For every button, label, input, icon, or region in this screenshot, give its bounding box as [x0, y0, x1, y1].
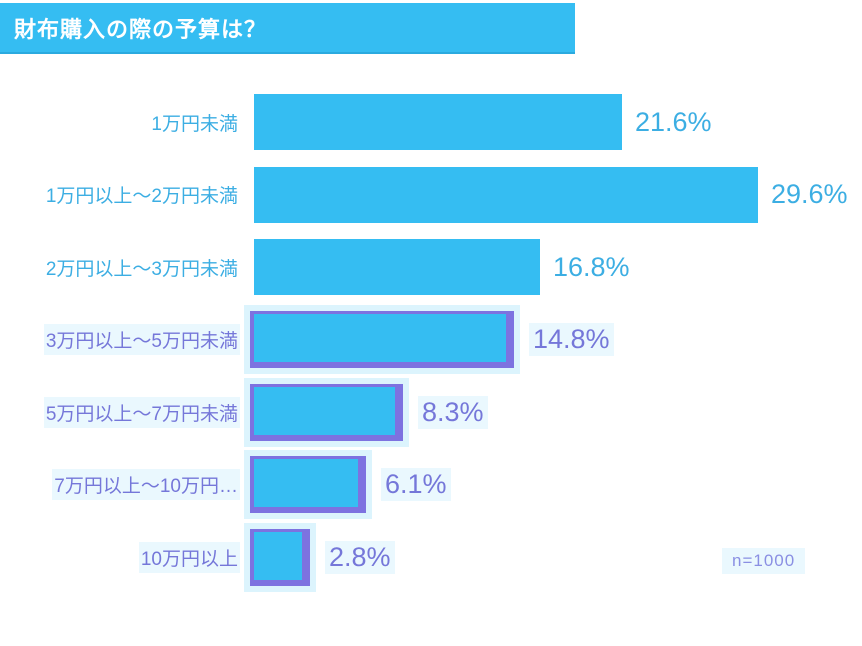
category-label-text: 3万円以上～5万円未満 [43, 324, 240, 356]
chart-row: 1万円以上～2万円未満 29.6% [0, 159, 862, 232]
chart-row: 5万円以上～7万円未満 8.3% [0, 376, 862, 449]
chart-title: 財布購入の際の予算は？ [14, 16, 268, 42]
category-label-text: 7万円以上～10万円… [52, 469, 240, 501]
bar-selection-outline [250, 311, 514, 369]
category-label-text: 1万円未満 [151, 113, 238, 135]
category-label: 1万円未満 [0, 107, 254, 138]
category-label: 5万円以上～7万円未満 [0, 396, 254, 428]
chart-row: 10万円以上 2.8% [0, 521, 862, 594]
bar-chart: 1万円未満 21.6% 1万円以上～2万円未満 29.6% 2万円以上～3万円未満 16.… [0, 86, 862, 594]
bar-segment [254, 239, 540, 296]
chart-row: 7万円以上～10万円… 6.1% [0, 449, 862, 522]
value-label: 2.8% [325, 540, 395, 574]
bar-segment [254, 386, 395, 435]
chart-row: 2万円以上～3万円未満 16.8% [0, 231, 862, 304]
value-label: 8.3% [418, 395, 488, 429]
category-label: 7万円以上～10万円… [0, 469, 254, 501]
category-label: 2万円以上～3万円未満 [0, 252, 254, 283]
value-label: 14.8% [529, 323, 614, 357]
category-label: 1万円以上～2万円未満 [0, 179, 254, 210]
category-label: 10万円以上 [0, 541, 254, 573]
category-label-text: 10万円以上 [138, 541, 240, 573]
bar-segment [254, 459, 358, 508]
value-label: 21.6% [635, 106, 712, 137]
value-label: 29.6% [771, 179, 848, 210]
bar-segment [254, 314, 506, 363]
value-label: 16.8% [553, 251, 630, 282]
category-label-text: 2万円以上～3万円未満 [45, 258, 238, 280]
bar-segment [254, 166, 758, 223]
category-label-text: 5万円以上～7万円未満 [43, 396, 240, 428]
category-label: 3万円以上～5万円未満 [0, 324, 254, 356]
category-label-text: 1万円以上～2万円未満 [45, 186, 238, 208]
bar-selection-outline [250, 528, 310, 586]
chart-row: 1万円未満 21.6% [0, 86, 862, 159]
chart-row: 3万円以上～5万円未満 14.8% [0, 304, 862, 377]
chart-title-bar: 財布購入の際の予算は？ [0, 3, 575, 54]
bar-segment [254, 531, 302, 580]
bar-selection-outline [250, 383, 403, 441]
sample-size-label: n=1000 [722, 548, 806, 574]
bar-segment [254, 94, 622, 151]
value-label: 6.1% [381, 468, 451, 502]
bar-selection-outline [250, 456, 366, 514]
